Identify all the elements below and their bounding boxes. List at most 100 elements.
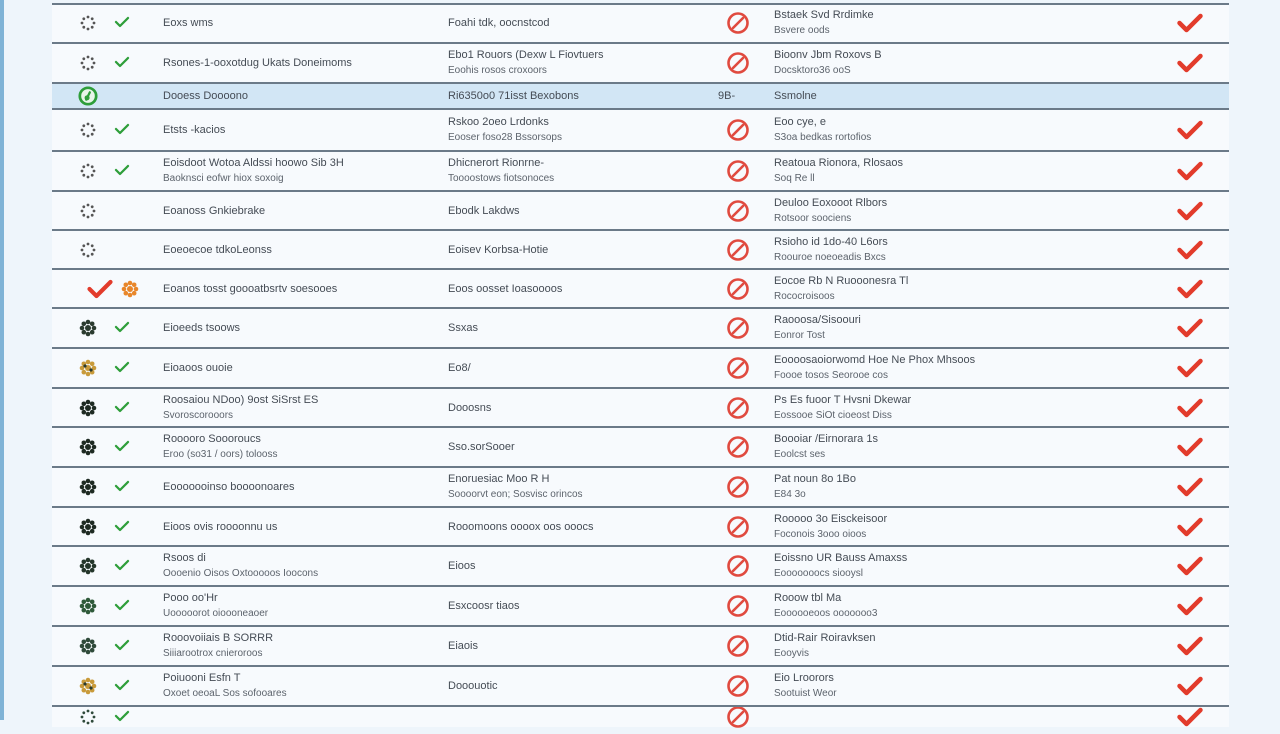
green-check-icon	[114, 558, 130, 574]
detail-cell-secondary: Eooooooocs siooysl	[774, 568, 863, 579]
type-cell-primary: Ebo1 Rouors (Dexw L Fiovtuers	[448, 49, 604, 61]
prohibited-icon[interactable]	[726, 435, 750, 459]
table-row[interactable]: Etsts -kacios Rskoo 2oeo Lrdonks Eooser fo…	[52, 110, 1229, 150]
type-cell: Eioos	[448, 558, 476, 574]
type-cell: Esxcoosr tiaos	[448, 598, 520, 614]
prohibited-icon[interactable]	[726, 356, 750, 380]
prohibited-icon[interactable]	[726, 515, 750, 539]
name-cell: Pooo oo'Hr Uooooorot oioooneaoer	[163, 590, 268, 622]
detail-cell-secondary: S3oa bedkas rortofios	[774, 132, 872, 143]
table-row[interactable]: Pooo oo'Hr Uooooorot oioooneaoer Esxcoosr …	[52, 587, 1229, 625]
type-cell-primary: Eioos	[448, 560, 476, 572]
multicolor-gear-icon	[78, 358, 98, 378]
row-divider	[52, 229, 1229, 231]
green-check-icon	[114, 519, 130, 535]
red-check-icon[interactable]	[1176, 357, 1204, 379]
detail-cell: Bioonv Jbm Roxovs B Docsktoro36 ooS	[774, 47, 882, 79]
prohibited-icon[interactable]	[726, 634, 750, 658]
type-cell-primary: Rooomoons oooox oos ooocs	[448, 520, 594, 533]
table-row[interactable]: Eioaoos ouoie Eo8/Eoooosaoiorwomd Hoe Ne …	[52, 349, 1229, 387]
row-divider	[52, 108, 1229, 110]
table-row[interactable]: Eoisdoot Wotoa Aldssi hoowo Sib 3H Baokns…	[52, 152, 1229, 190]
type-cell-primary: Dooosns	[448, 401, 492, 414]
red-check-icon[interactable]	[1176, 635, 1204, 657]
table-row[interactable]: Dooess Doooono Ri6350o0 71isst Bexobons 9B…	[52, 84, 1229, 108]
red-check-icon[interactable]	[1176, 675, 1204, 697]
red-check-icon[interactable]	[1176, 12, 1204, 34]
red-check-icon[interactable]	[1176, 555, 1204, 577]
name-cell: Eoxs wms	[163, 15, 213, 31]
table-row[interactable]: Rooooro Soooroucs Eroo (so31 / oors) tolo…	[52, 428, 1229, 466]
prohibited-icon[interactable]	[726, 238, 750, 262]
table-row[interactable]: Eioos ovis roooonnu us Rooomoons oooox oo…	[52, 508, 1229, 545]
table-row[interactable]: Roosaiou NDoo) 9ost SiSrst ES Svoroscoroo…	[52, 389, 1229, 426]
type-cell-secondary: Eoohis rosos croxoors	[448, 65, 547, 76]
table-row[interactable]: Eoxs wms Foahi tdk, oocnstcod Bstaek Svd R…	[52, 4, 1229, 42]
prohibited-icon[interactable]	[726, 396, 750, 420]
table-row[interactable]: Eoanoss Gnkiebrake Ebodk Lakdws Deuloo Eox…	[52, 192, 1229, 229]
detail-cell-primary: Reatoua Rionora, Rlosaos	[774, 157, 904, 169]
prohibited-icon[interactable]	[726, 594, 750, 618]
prohibited-icon[interactable]	[726, 475, 750, 499]
prohibited-icon[interactable]	[726, 554, 750, 578]
prohibited-icon[interactable]	[726, 199, 750, 223]
red-check-icon[interactable]	[1176, 200, 1204, 222]
type-cell: Rooomoons oooox oos ooocs	[448, 519, 594, 535]
red-check-icon[interactable]	[1176, 397, 1204, 419]
prohibited-icon[interactable]	[726, 118, 750, 142]
black-gear-icon	[78, 477, 98, 497]
table-row[interactable]: Rsones-1-ooxotdug Ukats Doneimoms Ebo1 Ro…	[52, 44, 1229, 82]
type-cell-primary: Eoos oosset Ioasoooos	[448, 282, 563, 295]
type-cell-primary: Enoruesiac Moo R H	[448, 473, 550, 485]
table-row[interactable]: Poiuooni Esfn T Oxoet oeoaL Sos sofooares…	[52, 667, 1229, 705]
row-divider	[52, 665, 1229, 667]
table-row[interactable]: Rsoos di Oooenio Oisos Oxtooooos Ioocons E…	[52, 547, 1229, 585]
red-check-icon[interactable]	[1176, 239, 1204, 261]
red-check-icon[interactable]	[1176, 476, 1204, 498]
red-check-icon[interactable]	[1176, 595, 1204, 617]
red-check-icon[interactable]	[1176, 160, 1204, 182]
green-check-icon	[114, 709, 130, 725]
type-cell: Sso.sorSooer	[448, 439, 515, 455]
red-check-icon[interactable]	[1176, 706, 1204, 728]
row-divider	[52, 387, 1229, 389]
name-cell-secondary: Baoknsci eofwr hiox soxoig	[163, 173, 284, 184]
name-cell-primary: Eooooooinso boooonoares	[163, 481, 295, 493]
red-check-icon[interactable]	[1176, 52, 1204, 74]
red-check-icon[interactable]	[1176, 119, 1204, 141]
red-check-icon[interactable]	[1176, 278, 1204, 300]
green-check-icon	[114, 479, 130, 495]
type-cell-primary: Dhicnerort Rionrne-	[448, 157, 544, 169]
table-row[interactable]: Eoeoecoe tdkoLeonss Eoisev Korbsa-Hotie Rs…	[52, 231, 1229, 268]
row-prefix-label: 9B-	[718, 90, 736, 102]
red-check-icon[interactable]	[1176, 436, 1204, 458]
green-circle-icon	[78, 86, 98, 106]
prohibited-icon[interactable]	[726, 159, 750, 183]
table-row[interactable]: Rooovoiiais B SORRR Siiiarootrox cnieroro…	[52, 627, 1229, 665]
type-cell-primary: Eiaois	[448, 640, 478, 652]
name-cell-primary: Rooovoiiais B SORRR	[163, 632, 274, 644]
prohibited-icon[interactable]	[726, 674, 750, 698]
table-row[interactable]: Eioeeds tsoows Ssxas Raooosa/Sisoouri Eonro…	[52, 309, 1229, 347]
prohibited-icon[interactable]	[726, 705, 750, 729]
type-cell-primary: Esxcoosr tiaos	[448, 600, 520, 612]
detail-cell: Rsioho id 1do-40 L6ors Roouroe noeoeadis …	[774, 234, 888, 266]
detail-cell-primary: Eoooosaoiorwomd Hoe Ne Phox Mhsoos	[774, 354, 976, 366]
prohibited-icon[interactable]	[726, 51, 750, 75]
red-check-icon[interactable]	[1176, 317, 1204, 339]
detail-cell-secondary: Eoolcst ses	[774, 449, 826, 460]
detail-cell-primary: Bstaek Svd Rrdimke	[774, 9, 874, 21]
detail-cell: Eocoe Rb N Ruooonesra Tl Rococroisoos	[774, 273, 908, 305]
table-row[interactable]	[52, 705, 1229, 729]
row-divider	[52, 150, 1229, 152]
detail-cell: Deuloo Eoxooot Rlbors Rotsoor soociens	[774, 195, 887, 227]
table-row[interactable]: Eooooooinso boooonoares Enoruesiac Moo R …	[52, 468, 1229, 506]
prohibited-icon[interactable]	[726, 316, 750, 340]
type-cell: Dooouotic	[448, 678, 498, 694]
name-cell: Rsones-1-ooxotdug Ukats Doneimoms	[163, 55, 352, 71]
red-check-icon[interactable]	[1176, 516, 1204, 538]
prohibited-icon[interactable]	[726, 277, 750, 301]
prohibited-icon[interactable]	[726, 11, 750, 35]
table-row[interactable]: Eoanos tosst goooatbsrtv soesooes Eoos oo…	[52, 270, 1229, 307]
type-cell: Dooosns	[448, 400, 491, 416]
